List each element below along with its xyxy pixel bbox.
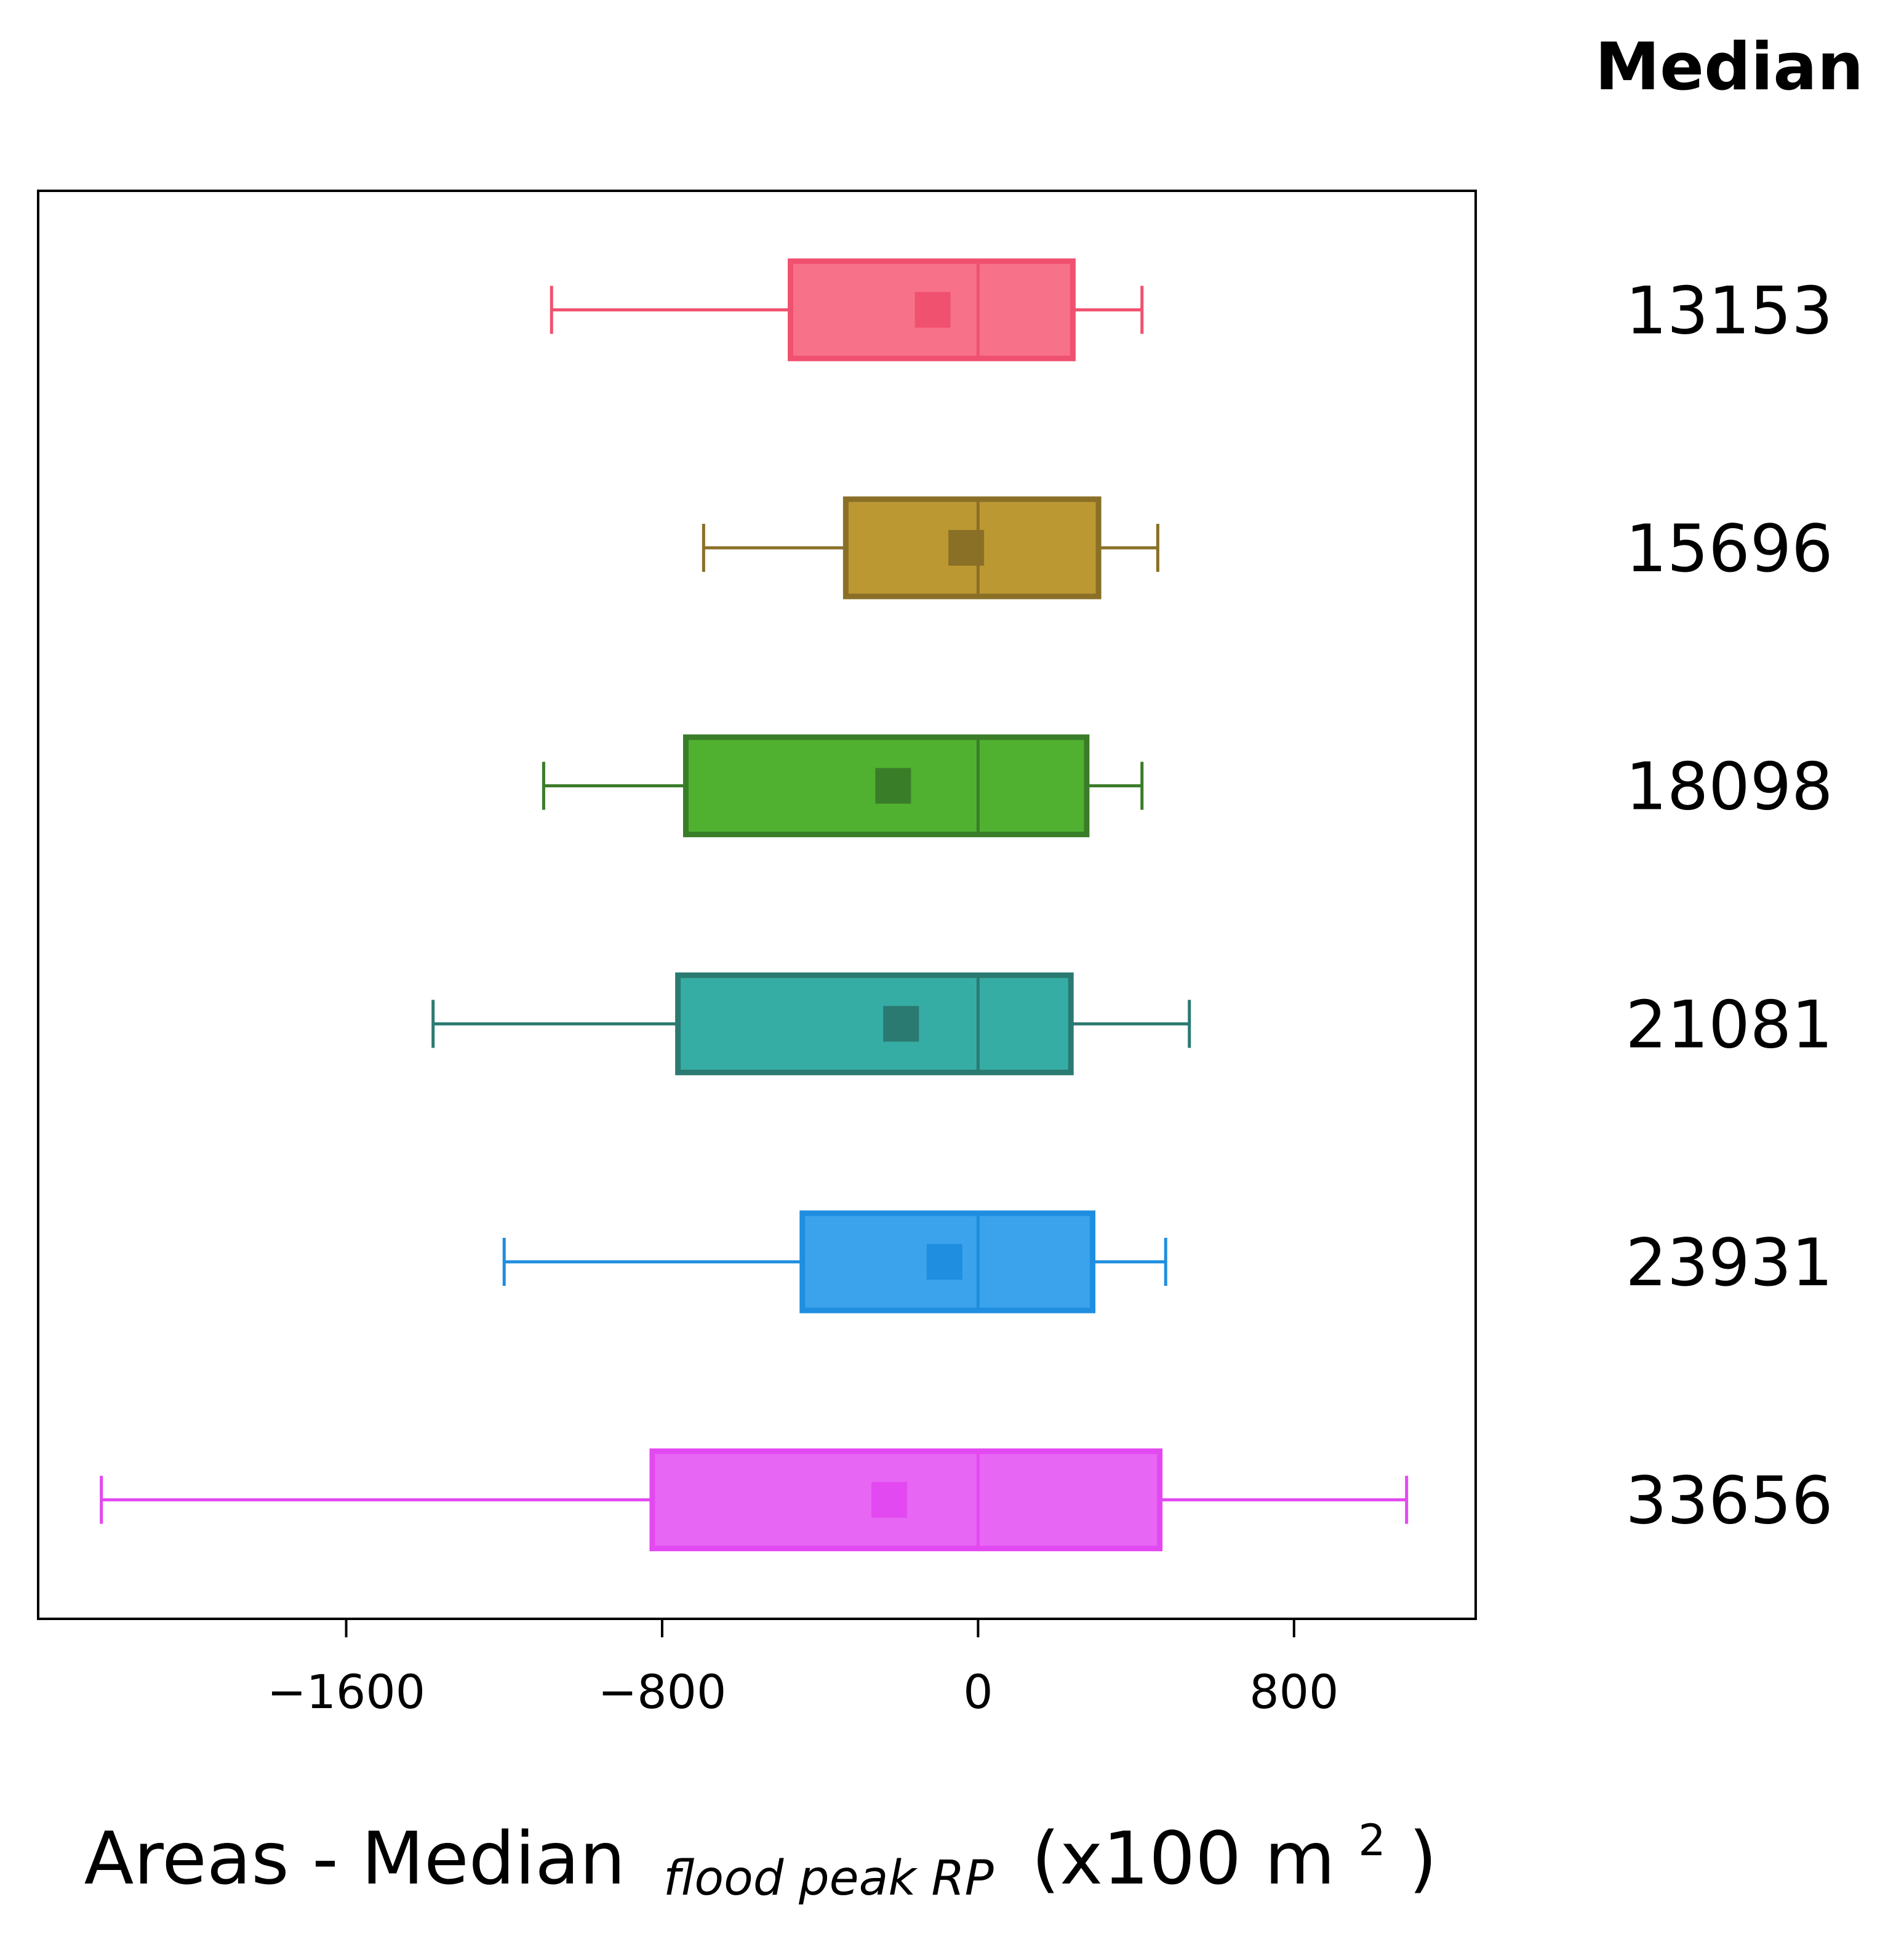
x-axis-label-unit-close: ) — [1409, 1816, 1437, 1901]
box-group — [542, 734, 1144, 838]
mean-marker — [871, 1482, 907, 1518]
median-value-label: 33656 — [1625, 1463, 1833, 1539]
iqr-box — [675, 972, 1074, 1075]
median-value-label: 18098 — [1625, 749, 1833, 825]
median-value-label: 23931 — [1625, 1225, 1833, 1301]
median-value-label: 21081 — [1625, 987, 1833, 1062]
x-tick-label: 800 — [1249, 1664, 1338, 1719]
box-group — [502, 1210, 1167, 1314]
x-axis-label-subscript: flood peak RP — [663, 1851, 994, 1906]
plot-frame — [37, 190, 1477, 1620]
x-tick-label: −800 — [598, 1664, 727, 1719]
median-value-label: 15696 — [1625, 511, 1833, 587]
box-group — [100, 1448, 1409, 1552]
x-axis: −1600 −800 0 800 — [267, 1619, 1338, 1719]
x-axis-label-unit-sup: 2 — [1358, 1815, 1386, 1866]
box-group — [702, 496, 1159, 600]
mean-marker — [926, 1244, 962, 1280]
boxes-layer — [100, 258, 1409, 1552]
x-axis-label: Areas - Median flood peak RP (x100 m 2 ) — [84, 1788, 1438, 1912]
x-axis-label-main: Areas - Median — [84, 1816, 626, 1901]
mean-marker — [875, 768, 911, 804]
mean-marker — [914, 292, 951, 328]
box-group — [550, 258, 1144, 361]
x-tick-label: 0 — [963, 1664, 993, 1719]
x-axis-label-unit: (x100 m — [1031, 1816, 1335, 1901]
median-column: 13153 15696 18098 21081 23931 33656 — [1625, 273, 1833, 1538]
mean-marker — [883, 1006, 919, 1042]
median-value-label: 13153 — [1625, 273, 1833, 348]
median-column-header: Median — [1595, 29, 1864, 105]
x-tick-label: −1600 — [267, 1664, 425, 1719]
iqr-box — [799, 1210, 1095, 1314]
box-group — [431, 972, 1191, 1075]
mean-marker — [948, 530, 985, 566]
